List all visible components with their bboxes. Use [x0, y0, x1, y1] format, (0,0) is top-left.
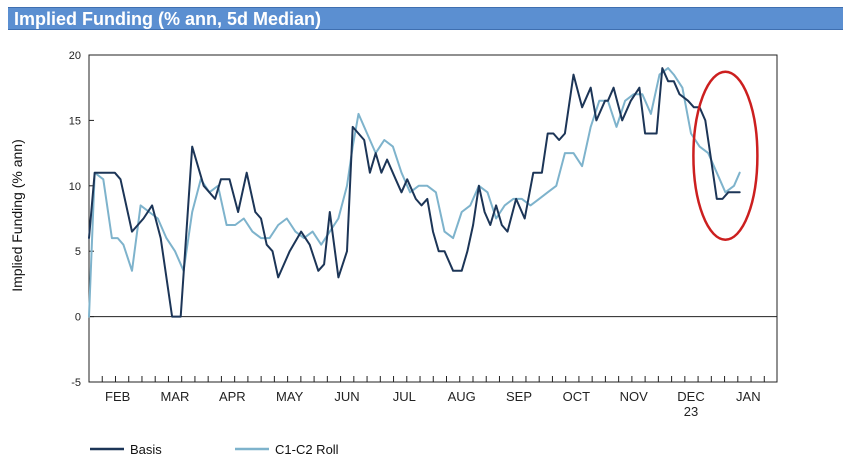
y-tick-label: 20	[69, 50, 81, 62]
y-tick-label: -5	[71, 377, 81, 389]
x-month-label: MAR	[161, 389, 190, 404]
axes: -5 0 5 10 15 20 FEB MAR APR MAY JUN JUL AUG SEP OCT NOV…	[69, 50, 777, 419]
y-tick-label: 10	[69, 181, 81, 193]
x-month-label: NOV	[620, 389, 649, 404]
x-month-label: OCT	[563, 389, 591, 404]
y-tick-label: 5	[75, 246, 81, 258]
annotation-group	[692, 70, 759, 241]
x-month-label: JUN	[334, 389, 359, 404]
highlight-ellipse	[692, 70, 759, 241]
chart-title: Implied Funding (% ann, 5d Median)	[14, 9, 321, 29]
series-line-c1-c2-roll	[88, 67, 741, 318]
x-month-label: JAN	[736, 389, 761, 404]
y-tick-label: 0	[75, 312, 81, 324]
x-month-label: AUG	[448, 389, 476, 404]
x-month-label: FEB	[105, 389, 130, 404]
series-line-basis	[88, 67, 741, 318]
x-year-label: 23	[684, 404, 698, 419]
x-month-label: JUL	[393, 389, 416, 404]
x-month-label: SEP	[506, 389, 532, 404]
x-month-label: APR	[219, 389, 246, 404]
series-group	[88, 67, 741, 318]
x-month-label: MAY	[276, 389, 304, 404]
y-axis-label: Implied Funding (% ann)	[9, 139, 25, 292]
legend-label: Basis	[130, 442, 162, 457]
chart-title-bar: Implied Funding (% ann, 5d Median)	[8, 7, 843, 30]
legend: Basis C1-C2 Roll	[90, 442, 339, 457]
x-month-label: DEC	[677, 389, 704, 404]
y-tick-label: 15	[69, 115, 81, 127]
legend-label: C1-C2 Roll	[275, 442, 339, 457]
